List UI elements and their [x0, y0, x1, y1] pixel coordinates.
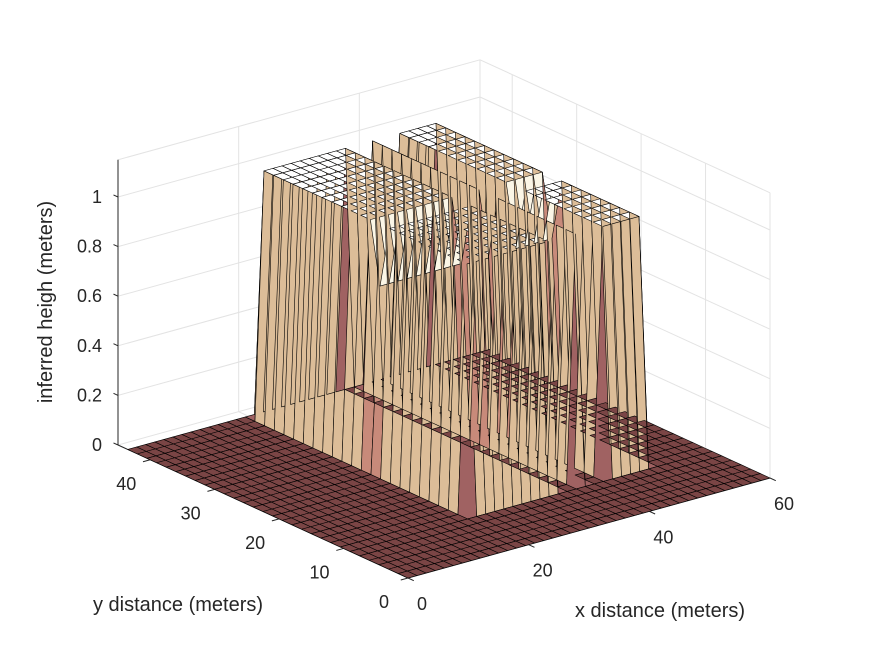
x-tick-mark	[528, 544, 535, 548]
z-tick-label: 1	[92, 187, 102, 207]
z-tick-label: 0.8	[77, 237, 102, 257]
y-axis-label: y distance (meters)	[93, 594, 263, 616]
z-axis-label: inferred heigh (meters)	[35, 201, 57, 403]
z-tick-label: 0.4	[77, 336, 102, 356]
z-tick-mark	[113, 194, 119, 198]
z-tick-mark	[113, 392, 119, 396]
y-tick-label: 0	[379, 592, 389, 612]
x-tick-mark	[407, 577, 415, 582]
side-wall-grid-z	[479, 96, 771, 231]
y-tick-label: 10	[310, 562, 330, 582]
box-edge-top-side	[479, 59, 771, 194]
z-tick-mark	[113, 293, 119, 297]
y-tick-mark	[336, 547, 344, 551]
z-tick-label: 0.2	[77, 385, 102, 405]
z-tick-label: 0.6	[77, 286, 102, 306]
z-tick-mark	[113, 442, 119, 446]
x-tick-label: 40	[653, 527, 673, 547]
y-tick-label: 30	[181, 503, 201, 523]
x-axis-label: x distance (meters)	[575, 600, 745, 622]
back-wall-grid-z	[117, 96, 481, 198]
y-tick-mark	[400, 577, 409, 581]
x-tick-mark	[769, 477, 777, 482]
surface-patch	[750, 473, 771, 481]
labels-layer: 0 20 40 60 0 10 20 30 40 0 0.2 0.4 0.6 0.8 1 x distance…	[35, 187, 794, 622]
y-tick-label: 40	[116, 474, 136, 494]
y-tick-mark	[142, 459, 151, 463]
z-tick-label: 0	[92, 435, 102, 455]
x-tick-mark	[649, 510, 656, 515]
x-tick-label: 60	[774, 494, 794, 514]
box-edge-top-back	[117, 59, 481, 161]
z-tick-mark	[113, 244, 119, 248]
surface-layer	[127, 123, 771, 579]
z-tick-mark	[113, 343, 119, 347]
x-tick-label: 20	[533, 561, 553, 581]
y-tick-label: 20	[245, 533, 265, 553]
y-tick-mark	[271, 518, 280, 522]
y-tick-mark	[207, 488, 215, 492]
x-tick-label: 0	[417, 594, 427, 614]
